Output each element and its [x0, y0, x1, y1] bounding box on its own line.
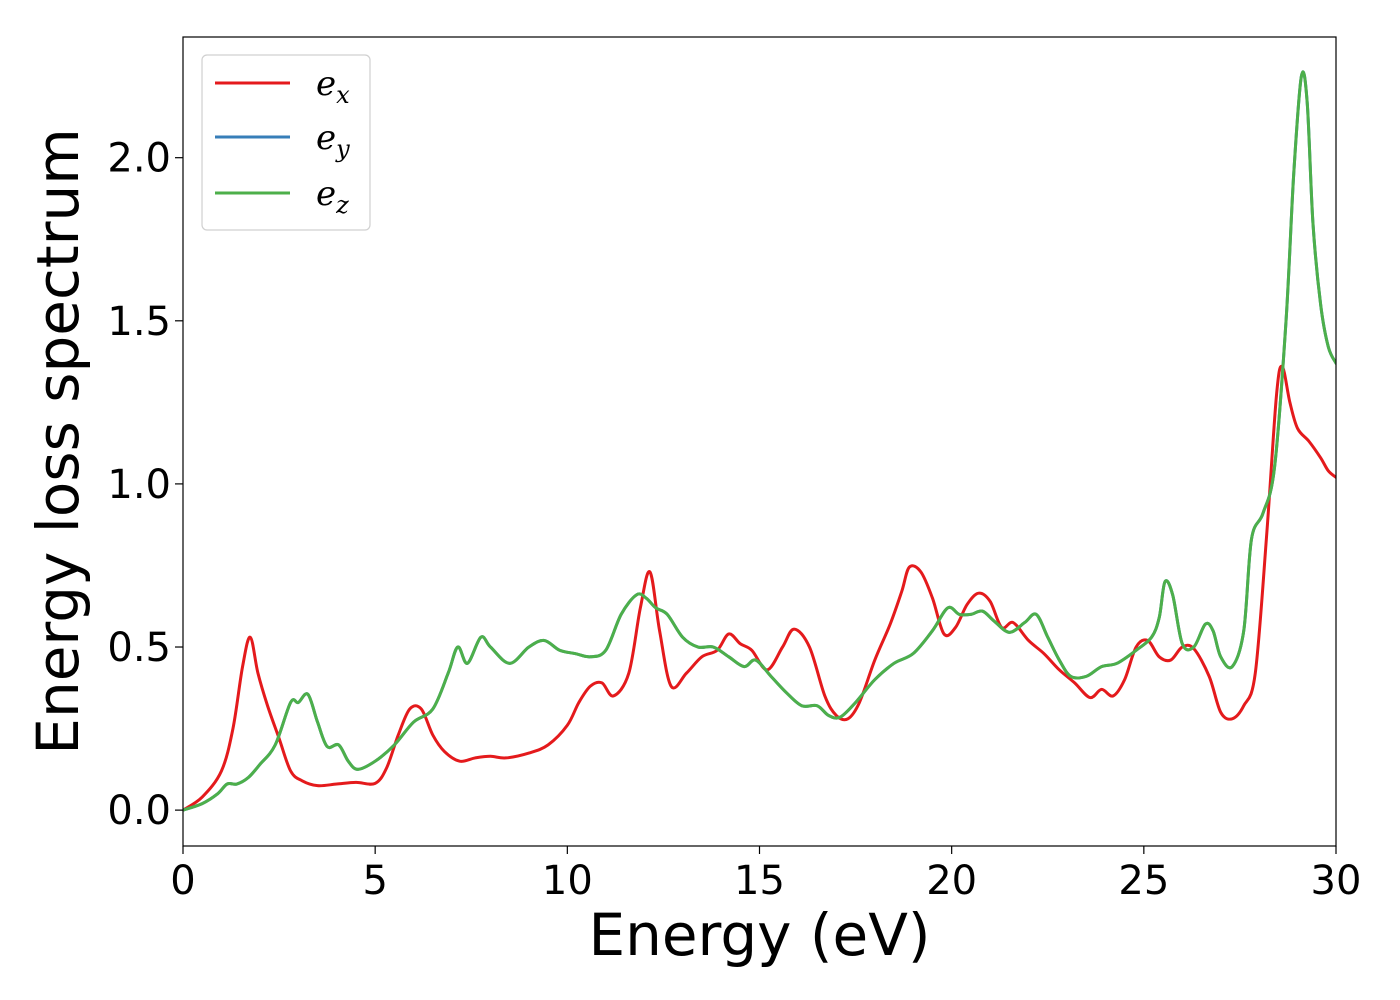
series-line-ez	[183, 70, 1336, 812]
legend-box	[201, 54, 371, 231]
x-tick-label: 15	[734, 858, 785, 904]
legend-label-ez-sub: z	[335, 191, 349, 219]
x-tick-label: 20	[926, 858, 977, 904]
y-tick-label: 2.0	[107, 136, 171, 182]
legend-label-ey: ey	[316, 118, 350, 163]
y-tick-label: 1.5	[107, 299, 171, 345]
x-axis-title: Energy (eV)	[588, 901, 930, 969]
legend-label-ey-sub: y	[335, 135, 350, 163]
series-layer	[183, 70, 1336, 812]
legend-entry-ez: ez	[215, 174, 349, 219]
x-tick-label: 10	[542, 858, 593, 904]
legend-label-ey-base: e	[316, 118, 336, 158]
x-tick-label: 25	[1118, 858, 1169, 904]
series-line-ex	[183, 364, 1336, 812]
y-tick-label: 0.0	[107, 788, 171, 834]
x-tick-label: 0	[170, 858, 195, 904]
y-tick-label: 0.5	[107, 625, 171, 671]
legend-label-ex-base: e	[316, 64, 336, 104]
legend: ex ey ez	[201, 54, 371, 231]
legend-entry-ex: ex	[215, 64, 350, 109]
y-axis-title: Energy loss spectrum	[24, 128, 92, 754]
y-tick-label: 1.0	[107, 462, 171, 508]
y-axis: 0.0 0.5 1.0 1.5 2.0	[107, 136, 183, 834]
legend-entry-ey: ey	[215, 118, 350, 163]
legend-label-ez: ez	[316, 174, 349, 219]
x-axis: 0 5 10 15 20 25 30	[170, 846, 1361, 904]
legend-label-ez-base: e	[316, 174, 336, 214]
legend-label-ex-sub: x	[336, 81, 350, 109]
legend-label-ex: ex	[316, 64, 350, 109]
x-tick-label: 30	[1311, 858, 1362, 904]
x-tick-label: 5	[362, 858, 387, 904]
